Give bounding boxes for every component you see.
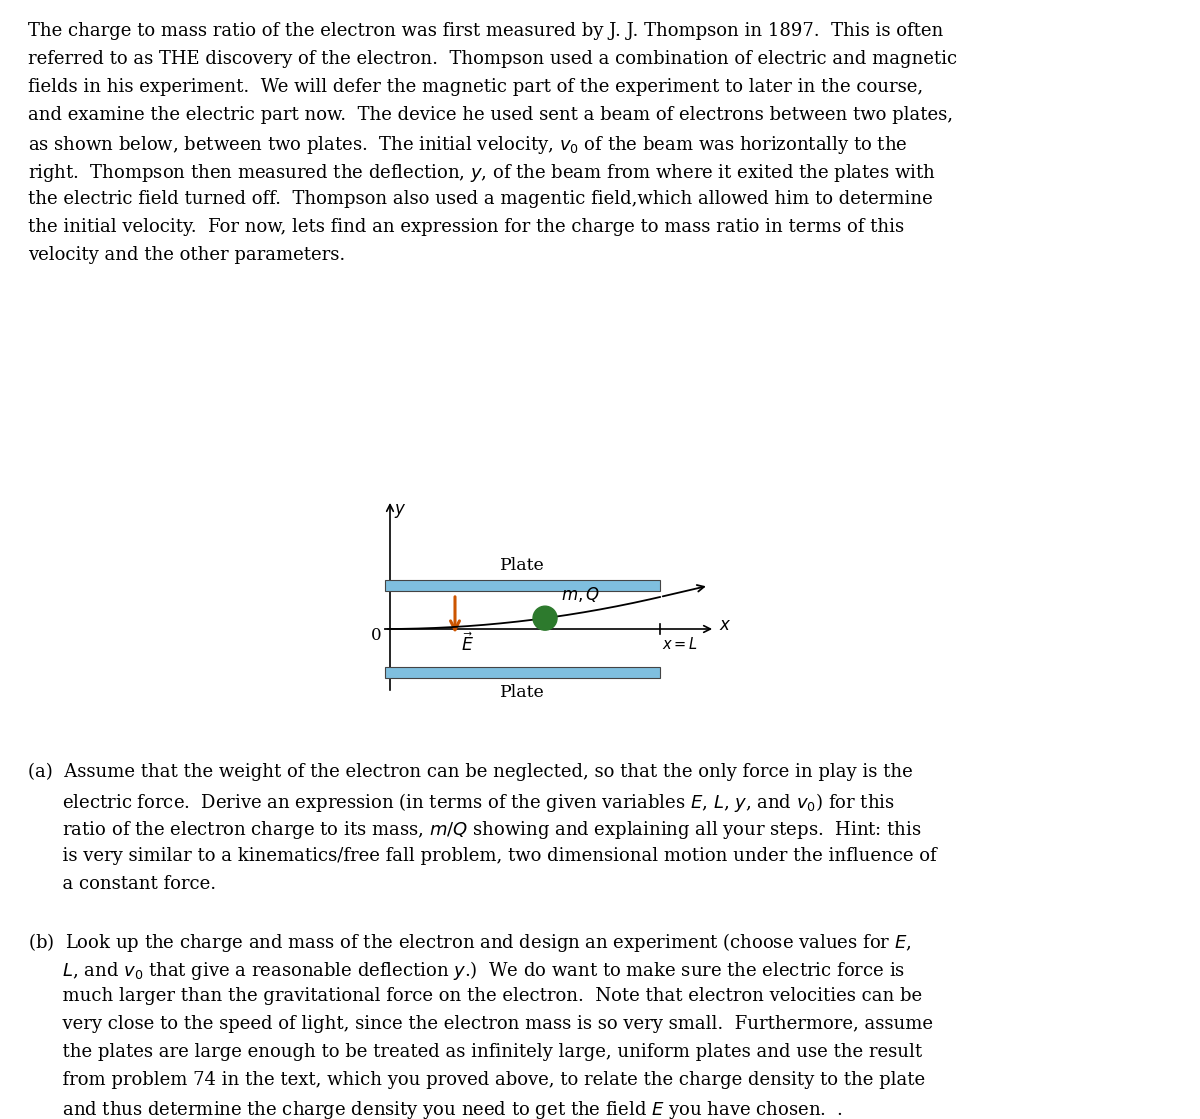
Text: $m,Q$: $m,Q$ [562,585,600,604]
Text: $\vec{E}$: $\vec{E}$ [461,632,474,655]
Text: the plates are large enough to be treated as infinitely large, uniform plates an: the plates are large enough to be treate… [28,1043,922,1061]
Text: is very similar to a kinematics/free fall problem, two dimensional motion under : is very similar to a kinematics/free fal… [28,847,937,865]
Text: $y$: $y$ [394,502,407,520]
Text: right.  Thompson then measured the deflection, $y$, of the beam from where it ex: right. Thompson then measured the deflec… [28,162,936,184]
Text: 0: 0 [371,627,382,645]
Text: velocity and the other parameters.: velocity and the other parameters. [28,246,346,264]
Text: very close to the speed of light, since the electron mass is so very small.  Fur: very close to the speed of light, since … [28,1015,934,1033]
Text: referred to as THE discovery of the electron.  Thompson used a combination of el: referred to as THE discovery of the elec… [28,50,958,68]
Text: Plate: Plate [500,684,545,700]
Text: $x$: $x$ [719,617,732,633]
Text: (b)  Look up the charge and mass of the electron and design an experiment (choos: (b) Look up the charge and mass of the e… [28,931,912,955]
Text: Plate: Plate [500,557,545,574]
Text: The charge to mass ratio of the electron was first measured by J. J. Thompson in: The charge to mass ratio of the electron… [28,22,943,40]
Text: and examine the electric part now.  The device he used sent a beam of electrons : and examine the electric part now. The d… [28,106,953,124]
Text: (a)  Assume that the weight of the electron can be neglected, so that the only f: (a) Assume that the weight of the electr… [28,763,913,781]
Text: ratio of the electron charge to its mass, $m/Q$ showing and explaining all your : ratio of the electron charge to its mass… [28,819,922,841]
Text: fields in his experiment.  We will defer the magnetic part of the experiment to : fields in his experiment. We will defer … [28,78,923,96]
Text: and thus determine the charge density you need to get the field $E$ you have cho: and thus determine the charge density yo… [28,1099,842,1119]
Text: much larger than the gravitational force on the electron.  Note that electron ve: much larger than the gravitational force… [28,987,922,1005]
Text: $x= L$: $x= L$ [662,636,698,652]
Bar [385,580,660,591]
Text: a constant force.: a constant force. [28,875,216,893]
Text: electric force.  Derive an expression (in terms of the given variables $E$, $L$,: electric force. Derive an expression (in… [28,791,895,814]
Text: the electric field turned off.  Thompson also used a magentic field,which allowe: the electric field turned off. Thompson … [28,190,932,208]
Text: from problem 74 in the text, which you proved above, to relate the charge densit: from problem 74 in the text, which you p… [28,1071,925,1089]
Text: $L$, and $v_0$ that give a reasonable deflection $y$.)  We do want to make sure : $L$, and $v_0$ that give a reasonable de… [28,959,905,982]
Text: as shown below, between two plates.  The initial velocity, $v_0$ of the beam was: as shown below, between two plates. The … [28,134,907,156]
Circle shape [533,606,557,630]
Bar [385,667,660,678]
Text: the initial velocity.  For now, lets find an expression for the charge to mass r: the initial velocity. For now, lets find… [28,218,904,236]
